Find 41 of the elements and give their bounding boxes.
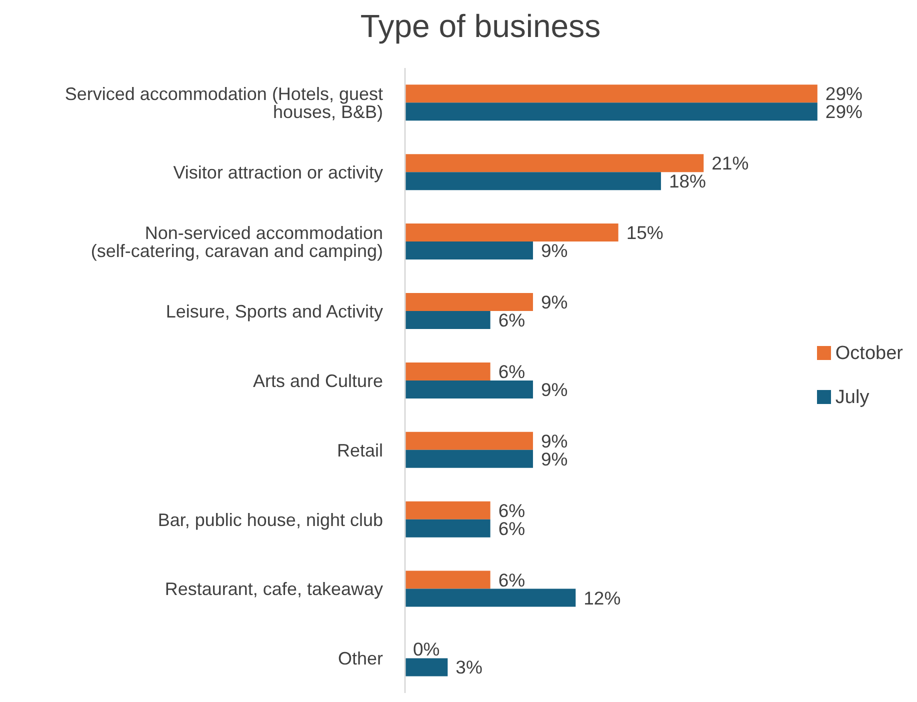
chart-title: Type of business [359, 8, 602, 46]
bar [405, 450, 533, 468]
bar [405, 362, 490, 380]
y-tick-label: Bar, public house, night club [158, 510, 383, 530]
y-tick-label: Leisure, Sports and Activity [166, 301, 383, 322]
bar [405, 658, 448, 676]
y-tick-label: Restaurant, cafe, takeaway [164, 579, 383, 600]
legend-label: July [835, 386, 870, 408]
bar [405, 432, 533, 450]
y-tick-label: Serviced accommodation (Hotels, guest houses, B&B) [64, 84, 383, 122]
bar [405, 102, 818, 121]
y-tick-label: Retail [336, 440, 383, 460]
bar [405, 293, 533, 311]
y-tick-label: Visitor attraction or activity [173, 162, 383, 183]
bar [405, 224, 618, 242]
bar [405, 172, 661, 190]
bar [405, 519, 490, 538]
data-label: 3% [456, 656, 482, 678]
y-tick-label: Other [338, 648, 383, 669]
data-label: 6% [498, 310, 526, 330]
data-label: 6% [498, 360, 526, 382]
data-label: 9% [540, 292, 568, 312]
y-tick-label: Non-serviced accommodation (self-catering, caravan and camping) [90, 223, 383, 261]
data-label: 21% [712, 152, 749, 174]
bar [405, 84, 818, 103]
bar [405, 501, 490, 520]
data-label: 0% [413, 638, 440, 660]
bar [405, 380, 533, 398]
bar [405, 570, 490, 589]
data-label: 18% [668, 170, 706, 192]
legend-label: October [835, 342, 903, 364]
data-label: 12% [584, 587, 621, 608]
data-label: 6% [498, 569, 526, 590]
data-label: 9% [540, 240, 568, 262]
bar [405, 242, 533, 260]
bar [405, 588, 576, 607]
bar [405, 154, 704, 172]
data-label: 9% [540, 378, 568, 400]
y-tick-label: Arts and Culture [252, 370, 383, 391]
bar [405, 311, 490, 329]
data-label: 15% [626, 222, 664, 244]
